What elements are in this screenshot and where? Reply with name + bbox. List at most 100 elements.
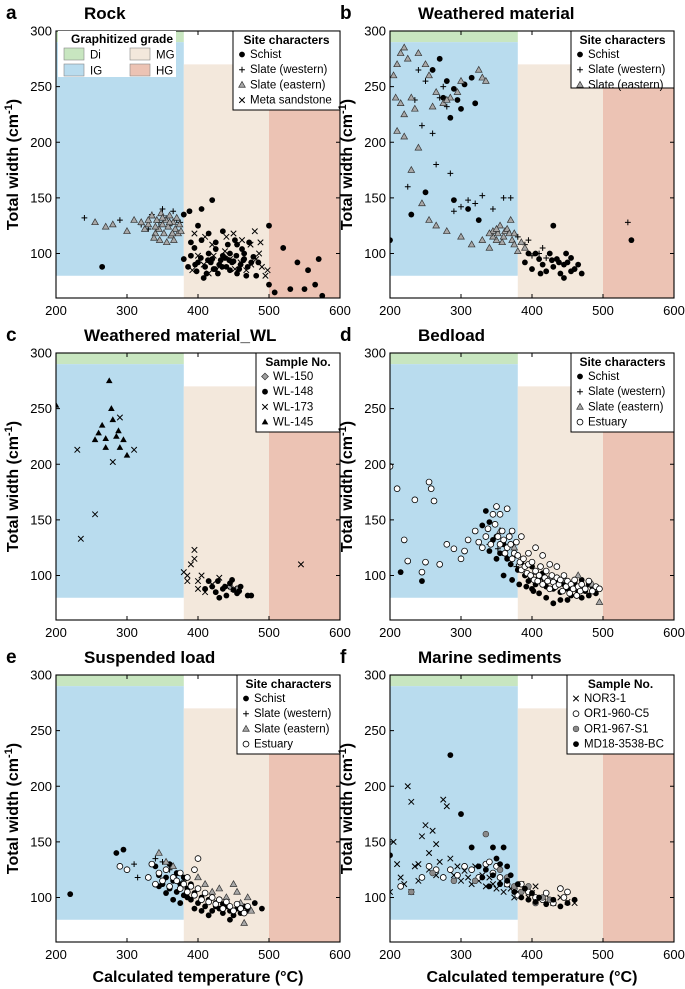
data-point: [116, 444, 124, 450]
data-point: [425, 849, 433, 857]
panel-title: Weathered material_WL: [84, 326, 276, 345]
data-point: [505, 533, 513, 540]
data-point: [578, 270, 585, 277]
data-point: [301, 286, 308, 292]
data-point: [492, 224, 501, 232]
legend: Site characters Schist Slate (western) Slat…: [232, 30, 341, 111]
data-point: [493, 503, 500, 510]
y-tick-label: 200: [364, 135, 386, 150]
data-point: [148, 860, 156, 868]
legend-marker: [577, 388, 583, 395]
data-point: [510, 240, 519, 248]
region-di: [390, 675, 518, 687]
data-point: [247, 241, 254, 248]
data-point: [439, 99, 448, 106]
legend-marker: [261, 372, 269, 381]
plot-area: [390, 31, 674, 298]
data-point: [624, 219, 631, 226]
data-point: [496, 541, 504, 548]
data-point: [165, 211, 174, 219]
series-estuary: [390, 463, 603, 599]
legend-marker: [238, 96, 246, 104]
data-point: [229, 577, 235, 583]
data-point: [74, 446, 81, 453]
data-point: [498, 238, 507, 246]
data-point: [98, 421, 106, 428]
data-point: [458, 811, 464, 817]
data-point: [457, 555, 465, 563]
data-point: [482, 533, 490, 540]
x-tick-label: 400: [521, 625, 543, 640]
series-slate-eastern-: [155, 848, 256, 926]
x-tick-label: 300: [116, 303, 138, 318]
panel-d: 200 300 400 500 600 100 150 200 250 300 d Bedload To…: [337, 325, 685, 640]
legend-entry: Schist: [588, 371, 620, 383]
y-tick-label: 200: [364, 779, 386, 794]
data-point: [485, 243, 494, 251]
data-point: [187, 883, 195, 890]
data-point: [259, 905, 265, 912]
data-point: [468, 844, 475, 851]
data-point: [468, 866, 475, 873]
legend-entry: Schist: [250, 49, 282, 61]
data-point: [560, 894, 568, 901]
data-point: [508, 527, 516, 535]
legend-title: Sample No.: [588, 677, 653, 691]
legend-title: Sample No.: [265, 355, 330, 369]
data-point: [187, 561, 195, 568]
series-slate-eastern-: [390, 43, 529, 254]
data-point: [557, 885, 564, 892]
x-tick-label: 600: [663, 625, 685, 640]
legend-entry: WL-173: [273, 401, 313, 413]
data-point: [191, 546, 198, 554]
data-point: [514, 552, 522, 559]
data-point: [458, 203, 464, 210]
data-point: [162, 866, 170, 873]
data-point: [287, 286, 294, 292]
legend-marker: [242, 724, 250, 732]
legend: Site characters Schist Slate (western) Slat…: [570, 30, 675, 91]
data-point: [189, 267, 196, 274]
data-point: [230, 907, 237, 915]
data-point: [216, 574, 223, 581]
panel-title: Marine sediments: [418, 648, 562, 667]
grade-label: MG: [156, 50, 175, 62]
data-point: [123, 227, 131, 234]
data-point: [436, 94, 443, 101]
data-point: [457, 76, 465, 84]
data-point: [548, 257, 555, 264]
data-point: [108, 220, 117, 228]
y-tick-label: 300: [364, 668, 386, 683]
data-point: [508, 235, 517, 243]
data-point: [506, 215, 515, 223]
data-point: [239, 246, 245, 252]
data-point: [205, 250, 212, 257]
data-point: [522, 259, 528, 266]
y-tick-label: 150: [364, 834, 386, 849]
data-point: [212, 239, 219, 246]
data-point: [407, 165, 416, 173]
data-point: [194, 252, 202, 259]
data-point: [475, 863, 482, 870]
data-point: [559, 587, 566, 595]
legend-marker: [242, 740, 250, 748]
data-point: [400, 110, 409, 118]
data-point: [215, 884, 224, 892]
data-point: [447, 170, 454, 177]
series-meta-sandstone: [189, 228, 271, 279]
data-point: [550, 600, 557, 607]
data-point: [503, 224, 512, 232]
data-point: [191, 866, 198, 873]
data-point: [120, 436, 127, 443]
data-point: [404, 557, 412, 565]
data-point: [532, 544, 539, 551]
data-point: [236, 266, 243, 272]
panel-a: 200 300 400 500 600 100 150 200 250 300 a Rock Total…: [3, 3, 351, 318]
data-point: [436, 561, 444, 568]
data-point: [528, 558, 536, 566]
data-point: [208, 894, 216, 901]
data-point: [150, 233, 158, 241]
plot-area: [390, 675, 674, 942]
data-point: [231, 265, 239, 273]
data-point: [440, 83, 447, 90]
